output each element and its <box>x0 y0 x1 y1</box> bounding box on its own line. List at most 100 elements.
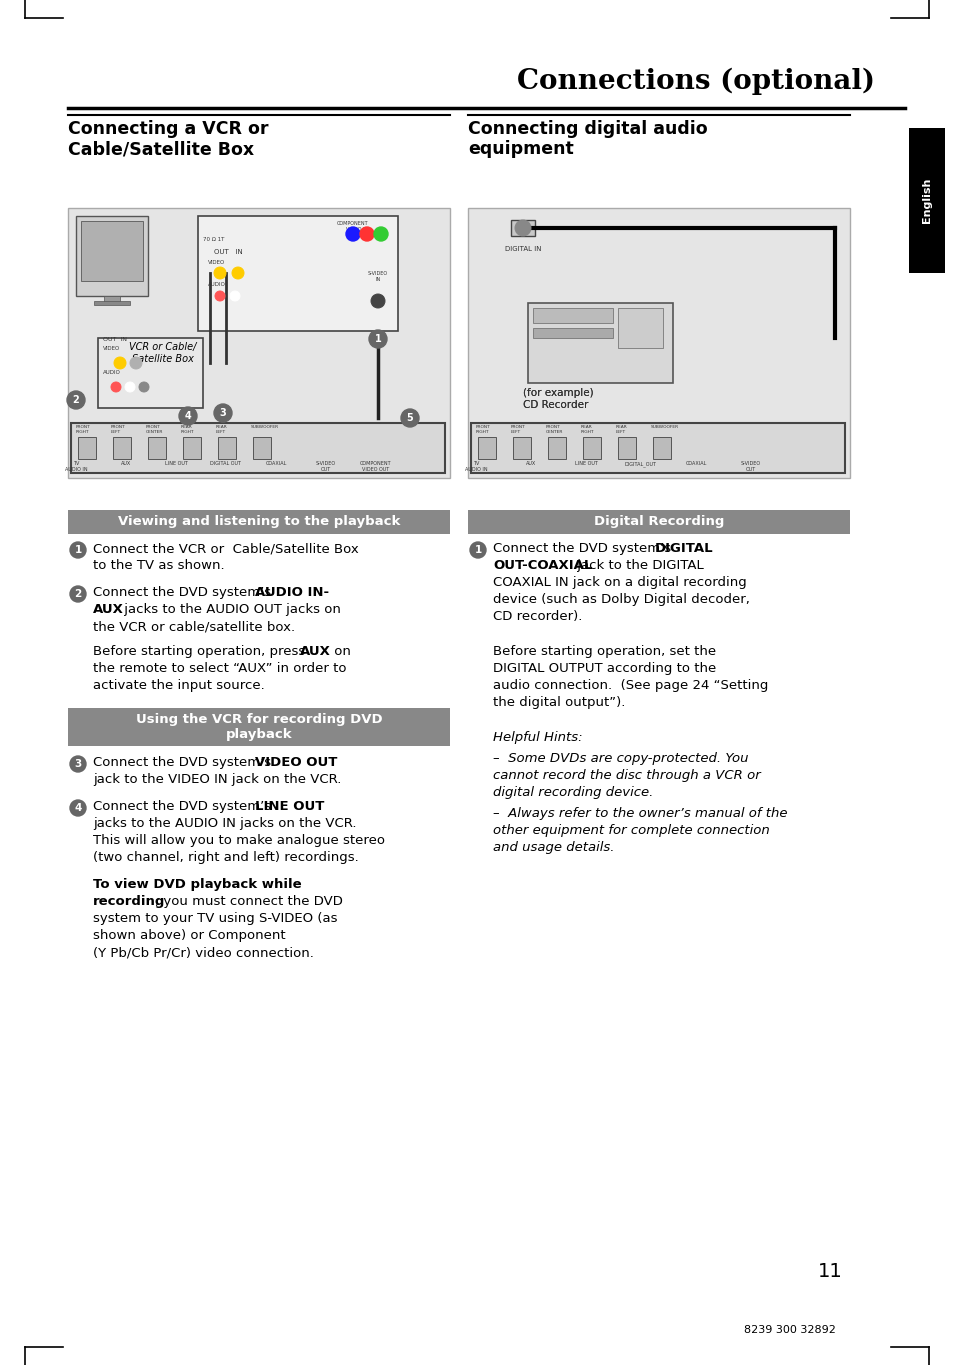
Bar <box>94 302 130 304</box>
Text: system to your TV using S-VIDEO (as: system to your TV using S-VIDEO (as <box>92 912 337 925</box>
Bar <box>477 437 496 459</box>
Text: VIDEO: VIDEO <box>208 259 225 265</box>
Text: and usage details.: and usage details. <box>493 841 614 854</box>
Text: 11: 11 <box>817 1263 841 1280</box>
Text: Digital Recording: Digital Recording <box>593 516 723 528</box>
Bar <box>533 308 613 324</box>
Text: (for example)
CD Recorder: (for example) CD Recorder <box>522 388 593 410</box>
Bar <box>183 437 201 459</box>
Text: COAXIAL IN jack on a digital recording: COAXIAL IN jack on a digital recording <box>493 576 746 590</box>
Text: DIGITAL: DIGITAL <box>655 542 713 556</box>
Bar <box>98 339 203 408</box>
Circle shape <box>125 382 135 392</box>
Text: 1: 1 <box>375 334 381 344</box>
Text: COAXIAL: COAXIAL <box>265 461 287 465</box>
Text: Connect the VCR or  Cable/Satellite Box: Connect the VCR or Cable/Satellite Box <box>92 542 358 556</box>
Text: (for example)
CD Recorder: (for example) CD Recorder <box>522 388 593 410</box>
Text: Using the VCR for recording DVD
playback: Using the VCR for recording DVD playback <box>135 713 382 741</box>
Text: recording: recording <box>92 895 165 908</box>
Text: AUX: AUX <box>92 603 124 616</box>
Text: REAR
RIGHT: REAR RIGHT <box>181 425 194 434</box>
Text: DIGITAL IN: DIGITAL IN <box>504 246 540 253</box>
Circle shape <box>470 542 485 558</box>
Text: S-VIDEO
OUT: S-VIDEO OUT <box>315 461 335 472</box>
Text: DIGITAL OUT: DIGITAL OUT <box>211 461 241 465</box>
Text: jack to the VIDEO IN jack on the VCR.: jack to the VIDEO IN jack on the VCR. <box>92 773 341 786</box>
Circle shape <box>515 220 531 236</box>
Text: COMPONENT
VIDEO OUT: COMPONENT VIDEO OUT <box>360 461 392 472</box>
Bar <box>468 207 849 478</box>
Text: Connections (optional): Connections (optional) <box>517 68 874 96</box>
Circle shape <box>139 382 149 392</box>
Text: Before starting operation, set the: Before starting operation, set the <box>493 646 716 658</box>
Bar <box>618 437 636 459</box>
Circle shape <box>67 390 85 410</box>
Text: , you must connect the DVD: , you must connect the DVD <box>154 895 342 908</box>
Text: 3: 3 <box>74 759 82 768</box>
Text: OUT-COAXIAL: OUT-COAXIAL <box>493 560 592 572</box>
Circle shape <box>130 358 142 369</box>
Text: Connect the DVD system’s: Connect the DVD system’s <box>92 800 275 814</box>
Text: on: on <box>330 646 351 658</box>
Text: 4: 4 <box>185 411 192 420</box>
Text: English: English <box>921 177 931 222</box>
Text: VCR or Cable/
Satellite Box: VCR or Cable/ Satellite Box <box>130 343 196 364</box>
Text: 2: 2 <box>72 394 79 405</box>
Text: S-VIDEO
IN: S-VIDEO IN <box>368 272 388 283</box>
Text: AUDIO IN-: AUDIO IN- <box>254 586 329 599</box>
Text: cannot record the disc through a VCR or: cannot record the disc through a VCR or <box>493 768 760 782</box>
Text: Viewing and listening to the playback: Viewing and listening to the playback <box>117 516 399 528</box>
Text: To view DVD playback while: To view DVD playback while <box>92 878 301 891</box>
Text: REAR
LEFT: REAR LEFT <box>616 425 627 434</box>
Bar <box>908 128 944 273</box>
Text: Helpful Hints:: Helpful Hints: <box>493 732 582 744</box>
Text: to the TV as shown.: to the TV as shown. <box>92 560 224 572</box>
Text: Connect the DVD system’s: Connect the DVD system’s <box>92 756 275 768</box>
Bar <box>104 296 120 304</box>
Bar <box>68 511 450 534</box>
Text: Connect the DVD system’s: Connect the DVD system’s <box>493 542 675 556</box>
Bar <box>253 437 271 459</box>
Text: DIGITAL OUTPUT according to the: DIGITAL OUTPUT according to the <box>493 662 716 676</box>
Circle shape <box>371 293 385 308</box>
Bar <box>527 303 672 384</box>
Text: jack to the DIGITAL: jack to the DIGITAL <box>573 560 703 572</box>
Text: other equipment for complete connection: other equipment for complete connection <box>493 824 769 837</box>
Text: OUT  IN: OUT IN <box>103 337 127 343</box>
Text: COMPONENT
VIDEO IN: COMPONENT VIDEO IN <box>336 221 368 232</box>
Text: FRONT
LEFT: FRONT LEFT <box>111 425 126 434</box>
Text: OUT   IN: OUT IN <box>213 248 242 255</box>
Text: 8239 300 32892: 8239 300 32892 <box>743 1325 835 1335</box>
Circle shape <box>400 410 418 427</box>
Text: (two channel, right and left) recordings.: (two channel, right and left) recordings… <box>92 850 358 864</box>
Text: VIDEO: VIDEO <box>103 345 120 351</box>
Text: jacks to the AUDIO OUT jacks on: jacks to the AUDIO OUT jacks on <box>120 603 340 616</box>
Bar <box>511 220 535 236</box>
Text: 5: 5 <box>406 414 413 423</box>
Circle shape <box>70 756 86 773</box>
Circle shape <box>70 800 86 816</box>
Text: REAR
LEFT: REAR LEFT <box>215 425 228 434</box>
Text: Cable/Satellite Box: Cable/Satellite Box <box>68 141 253 158</box>
Text: CD recorder).: CD recorder). <box>493 610 581 622</box>
Bar <box>513 437 531 459</box>
Circle shape <box>213 404 232 422</box>
Text: equipment: equipment <box>468 141 573 158</box>
Bar <box>468 511 849 534</box>
Text: LINE OUT: LINE OUT <box>164 461 187 465</box>
Text: AUDIO: AUDIO <box>103 370 121 375</box>
Text: audio connection.  (See page 24 “Setting: audio connection. (See page 24 “Setting <box>493 678 767 692</box>
Text: digital recording device.: digital recording device. <box>493 786 653 799</box>
Bar <box>618 308 662 348</box>
Bar <box>218 437 235 459</box>
Text: the VCR or cable/satellite box.: the VCR or cable/satellite box. <box>92 620 294 633</box>
Circle shape <box>230 291 240 302</box>
Text: TV
AUDIO IN: TV AUDIO IN <box>464 461 487 472</box>
Text: FRONT
RIGHT: FRONT RIGHT <box>476 425 490 434</box>
Text: 3: 3 <box>219 408 226 418</box>
Text: 1: 1 <box>74 545 82 556</box>
Text: SUBWOOFER: SUBWOOFER <box>251 425 279 429</box>
Text: LINE OUT: LINE OUT <box>574 461 597 465</box>
Text: FRONT
LEFT: FRONT LEFT <box>511 425 525 434</box>
Circle shape <box>111 382 121 392</box>
